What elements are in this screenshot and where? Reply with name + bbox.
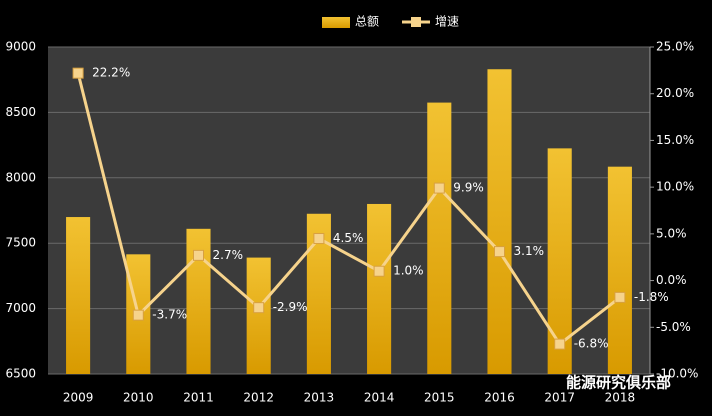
legend-label: 增速 [435, 15, 459, 29]
marker [554, 338, 566, 350]
marker [313, 233, 325, 245]
y2-tick-label: 25.0% [656, 40, 694, 54]
x-tick-label: 2009 [63, 391, 94, 405]
data-label: 3.1% [514, 244, 545, 258]
data-label: 1.0% [393, 264, 424, 278]
y2-tick-label: -5.0% [656, 320, 691, 334]
bar [487, 69, 512, 375]
data-label: -1.8% [634, 290, 669, 304]
bar [427, 102, 452, 374]
x-tick-label: 2016 [484, 391, 515, 405]
data-label: -2.9% [273, 300, 308, 314]
y2-tick-label: 5.0% [656, 226, 687, 240]
data-label: -6.8% [574, 337, 609, 351]
bar [367, 203, 392, 374]
marker [614, 291, 626, 303]
legend-label: 总额 [355, 15, 379, 29]
y2-tick-label: 10.0% [656, 180, 694, 194]
y2-tick-label: 15.0% [656, 133, 694, 147]
x-tick-label: 2010 [123, 391, 154, 405]
x-tick-label: 2013 [304, 391, 335, 405]
x-tick-label: 2017 [544, 391, 575, 405]
line [76, 72, 621, 347]
legend-swatch [322, 17, 350, 28]
marker [373, 265, 385, 277]
y2-tick-label: 0.0% [656, 273, 687, 287]
marker [132, 309, 144, 321]
y2-tick-label: 20.0% [656, 86, 694, 100]
data-label: 22.2% [92, 66, 130, 80]
marker [494, 246, 505, 258]
x-tick-label: 2018 [605, 391, 636, 405]
y-tick-label: 9000 [5, 40, 36, 54]
data-label: 4.5% [333, 231, 364, 245]
bar [607, 166, 632, 374]
marker [433, 182, 445, 194]
marker [193, 249, 204, 261]
x-tick-label: 2014 [364, 391, 395, 405]
x-tick-label: 2015 [424, 391, 455, 405]
bar [66, 217, 91, 374]
data-label: 2.7% [213, 248, 244, 262]
watermark: 能源研究俱乐部 [566, 374, 671, 392]
x-tick-label: 2011 [183, 391, 214, 405]
y-tick-label: 7000 [5, 301, 36, 315]
y2-tick-label: -10.0% [656, 367, 698, 381]
legend-swatch [411, 17, 421, 27]
marker [72, 67, 84, 79]
marker [253, 302, 265, 314]
y-tick-label: 8000 [5, 170, 36, 184]
data-label: 9.9% [453, 181, 484, 195]
x-tick-label: 2012 [243, 391, 274, 405]
y-tick-label: 8500 [5, 105, 36, 119]
y-tick-label: 7500 [5, 236, 36, 250]
bar [246, 257, 271, 374]
data-label: -3.7% [152, 308, 187, 322]
y-tick-label: 6500 [5, 367, 36, 381]
